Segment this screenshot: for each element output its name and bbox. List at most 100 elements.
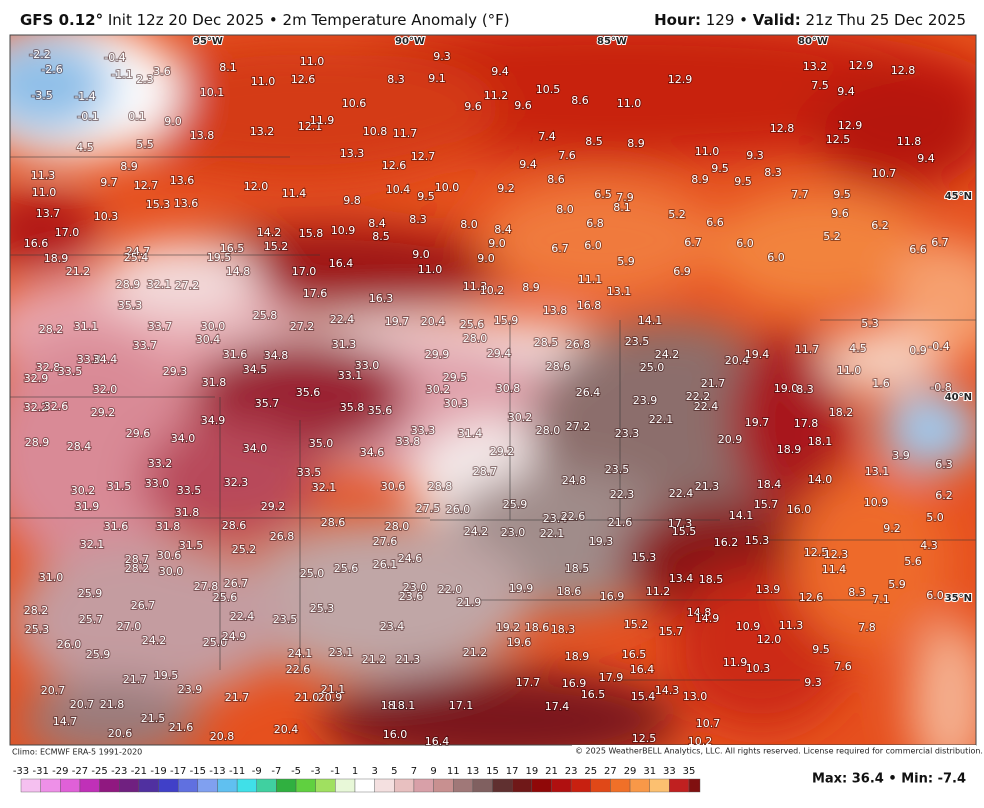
value-labels: -2.2 -2.6 -0.4 -1.1 2.33.6 -3.5 -1.4 -0.1 0.1 4.5… bbox=[23, 47, 954, 749]
anomaly-value: 6.0 bbox=[584, 239, 602, 252]
anomaly-value: 11.4 bbox=[822, 563, 847, 576]
colorbar-swatch bbox=[119, 778, 140, 793]
lon-label: 85°W bbox=[597, 36, 627, 47]
anomaly-value: 13.1 bbox=[865, 465, 890, 478]
colorbar-tick-label: 29 bbox=[624, 766, 637, 777]
anomaly-value: 31.6 bbox=[104, 520, 129, 533]
anomaly-value: 17.0 bbox=[292, 265, 317, 278]
anomaly-value: 21.2 bbox=[463, 646, 488, 659]
anomaly-value: 0.1 bbox=[128, 110, 146, 123]
colorbar-swatch bbox=[551, 778, 572, 793]
anomaly-value: 12.6 bbox=[799, 591, 824, 604]
colorbar-tick-label: -21 bbox=[131, 766, 147, 777]
anomaly-value: 6.6 bbox=[909, 243, 927, 256]
anomaly-value: 35.0 bbox=[309, 437, 334, 450]
anomaly-value: 23.5 bbox=[625, 335, 650, 348]
anomaly-value: 32.0 bbox=[93, 383, 118, 396]
anomaly-value: 8.6 bbox=[547, 173, 565, 186]
anomaly-value: 9.1 bbox=[428, 72, 446, 85]
colorbar-swatch bbox=[177, 778, 199, 793]
anomaly-value: 12.0 bbox=[244, 180, 269, 193]
model: GFS 0.12° bbox=[20, 11, 104, 29]
anomaly-value: 24.2 bbox=[464, 525, 489, 538]
anomaly-value: 16.5 bbox=[622, 648, 647, 661]
colorbar-swatch bbox=[453, 778, 474, 793]
colorbar-tick-label: 3 bbox=[371, 766, 377, 777]
anomaly-value: 33.5 bbox=[297, 466, 322, 479]
anomaly-value: 9.4 bbox=[491, 65, 509, 78]
anomaly-value: 31.4 bbox=[458, 427, 483, 440]
anomaly-value: 18.6 bbox=[557, 585, 582, 598]
colorbar-swatch bbox=[60, 778, 81, 793]
anomaly-value: 33.0 bbox=[145, 477, 170, 490]
hour-label: Hour: bbox=[654, 11, 701, 29]
anomaly-value: 6.2 bbox=[935, 489, 953, 502]
anomaly-value: 15.3 bbox=[146, 198, 171, 211]
anomaly-value: 20.8 bbox=[210, 730, 235, 743]
anomaly-value: 23.4 bbox=[380, 620, 405, 633]
anomaly-value: 26.7 bbox=[131, 599, 156, 612]
anomaly-value: 4.3 bbox=[920, 539, 938, 552]
anomaly-value: 28.7 bbox=[473, 465, 498, 478]
anomaly-value: 34.0 bbox=[243, 442, 268, 455]
anomaly-value: 35.8 bbox=[340, 401, 365, 414]
anomaly-value: 12.8 bbox=[891, 64, 916, 77]
anomaly-value: 17.9 bbox=[599, 671, 624, 684]
anomaly-value: 18.9 bbox=[777, 443, 802, 456]
anomaly-value: 13.8 bbox=[190, 129, 215, 142]
anomaly-value: 14.2 bbox=[257, 226, 282, 239]
anomaly-value: 31.5 bbox=[107, 480, 132, 493]
anomaly-value: 31.5 bbox=[179, 539, 204, 552]
anomaly-value: 33.5 bbox=[58, 365, 83, 378]
anomaly-value: 16.2 bbox=[714, 536, 739, 549]
anomaly-value: -0.8 bbox=[930, 381, 951, 394]
anomaly-value: 8.0 bbox=[460, 218, 478, 231]
anomaly-value: 6.6 bbox=[706, 216, 724, 229]
anomaly-value: 26.1 bbox=[373, 558, 398, 571]
anomaly-value: 5.3 bbox=[861, 317, 879, 330]
anomaly-value: 21.2 bbox=[66, 265, 91, 278]
anomaly-value: 11.0 bbox=[695, 145, 720, 158]
colorbar-tick-label: -11 bbox=[229, 766, 245, 777]
anomaly-value: -2.2 bbox=[29, 48, 50, 61]
anomaly-value: 6.0 bbox=[736, 237, 754, 250]
anomaly-value: 15.2 bbox=[264, 240, 289, 253]
lon-label: 80°W bbox=[798, 36, 828, 47]
anomaly-value: 24.8 bbox=[562, 474, 587, 487]
anomaly-value: 15.4 bbox=[631, 690, 656, 703]
anomaly-value: 10.8 bbox=[363, 125, 388, 138]
anomaly-value: 9.0 bbox=[412, 248, 430, 261]
anomaly-value: 9.8 bbox=[343, 194, 361, 207]
anomaly-value: 20.6 bbox=[108, 727, 133, 740]
anomaly-value: 31.8 bbox=[202, 376, 227, 389]
anomaly-value: -3.5 bbox=[31, 89, 52, 102]
colorbar-tick-label: 1 bbox=[352, 766, 358, 777]
colorbar-swatch bbox=[79, 778, 100, 793]
lon-label: 90°W bbox=[395, 36, 425, 47]
anomaly-value: 25.8 bbox=[253, 309, 278, 322]
map-frame bbox=[9, 34, 977, 746]
anomaly-value: 29.6 bbox=[126, 427, 151, 440]
anomaly-value: 8.3 bbox=[764, 166, 782, 179]
anomaly-value: 20.4 bbox=[274, 723, 299, 736]
anomaly-value: 5.9 bbox=[617, 255, 635, 268]
colorbar-tick-label: -17 bbox=[170, 766, 186, 777]
anomaly-value: 10.5 bbox=[536, 83, 561, 96]
anomaly-value: 23.6 bbox=[399, 590, 424, 603]
anomaly-value: 13.4 bbox=[669, 572, 694, 585]
colorbar-swatch bbox=[610, 778, 631, 793]
anomaly-value: 14.8 bbox=[687, 606, 712, 619]
anomaly-value: 21.8 bbox=[100, 698, 125, 711]
anomaly-value: 17.3 bbox=[668, 517, 693, 530]
colorbar-tick-label: 5 bbox=[391, 766, 397, 777]
anomaly-value: 28.6 bbox=[321, 516, 346, 529]
anomaly-value: 15.9 bbox=[494, 314, 519, 327]
anomaly-value: 26.7 bbox=[224, 577, 249, 590]
anomaly-value: 28.0 bbox=[385, 520, 410, 533]
anomaly-value: 4.5 bbox=[76, 141, 94, 154]
anomaly-value: 34.8 bbox=[264, 349, 289, 362]
anomaly-value: 8.5 bbox=[585, 135, 603, 148]
anomaly-value: 11.0 bbox=[837, 364, 862, 377]
colorbar-swatch bbox=[433, 778, 454, 793]
